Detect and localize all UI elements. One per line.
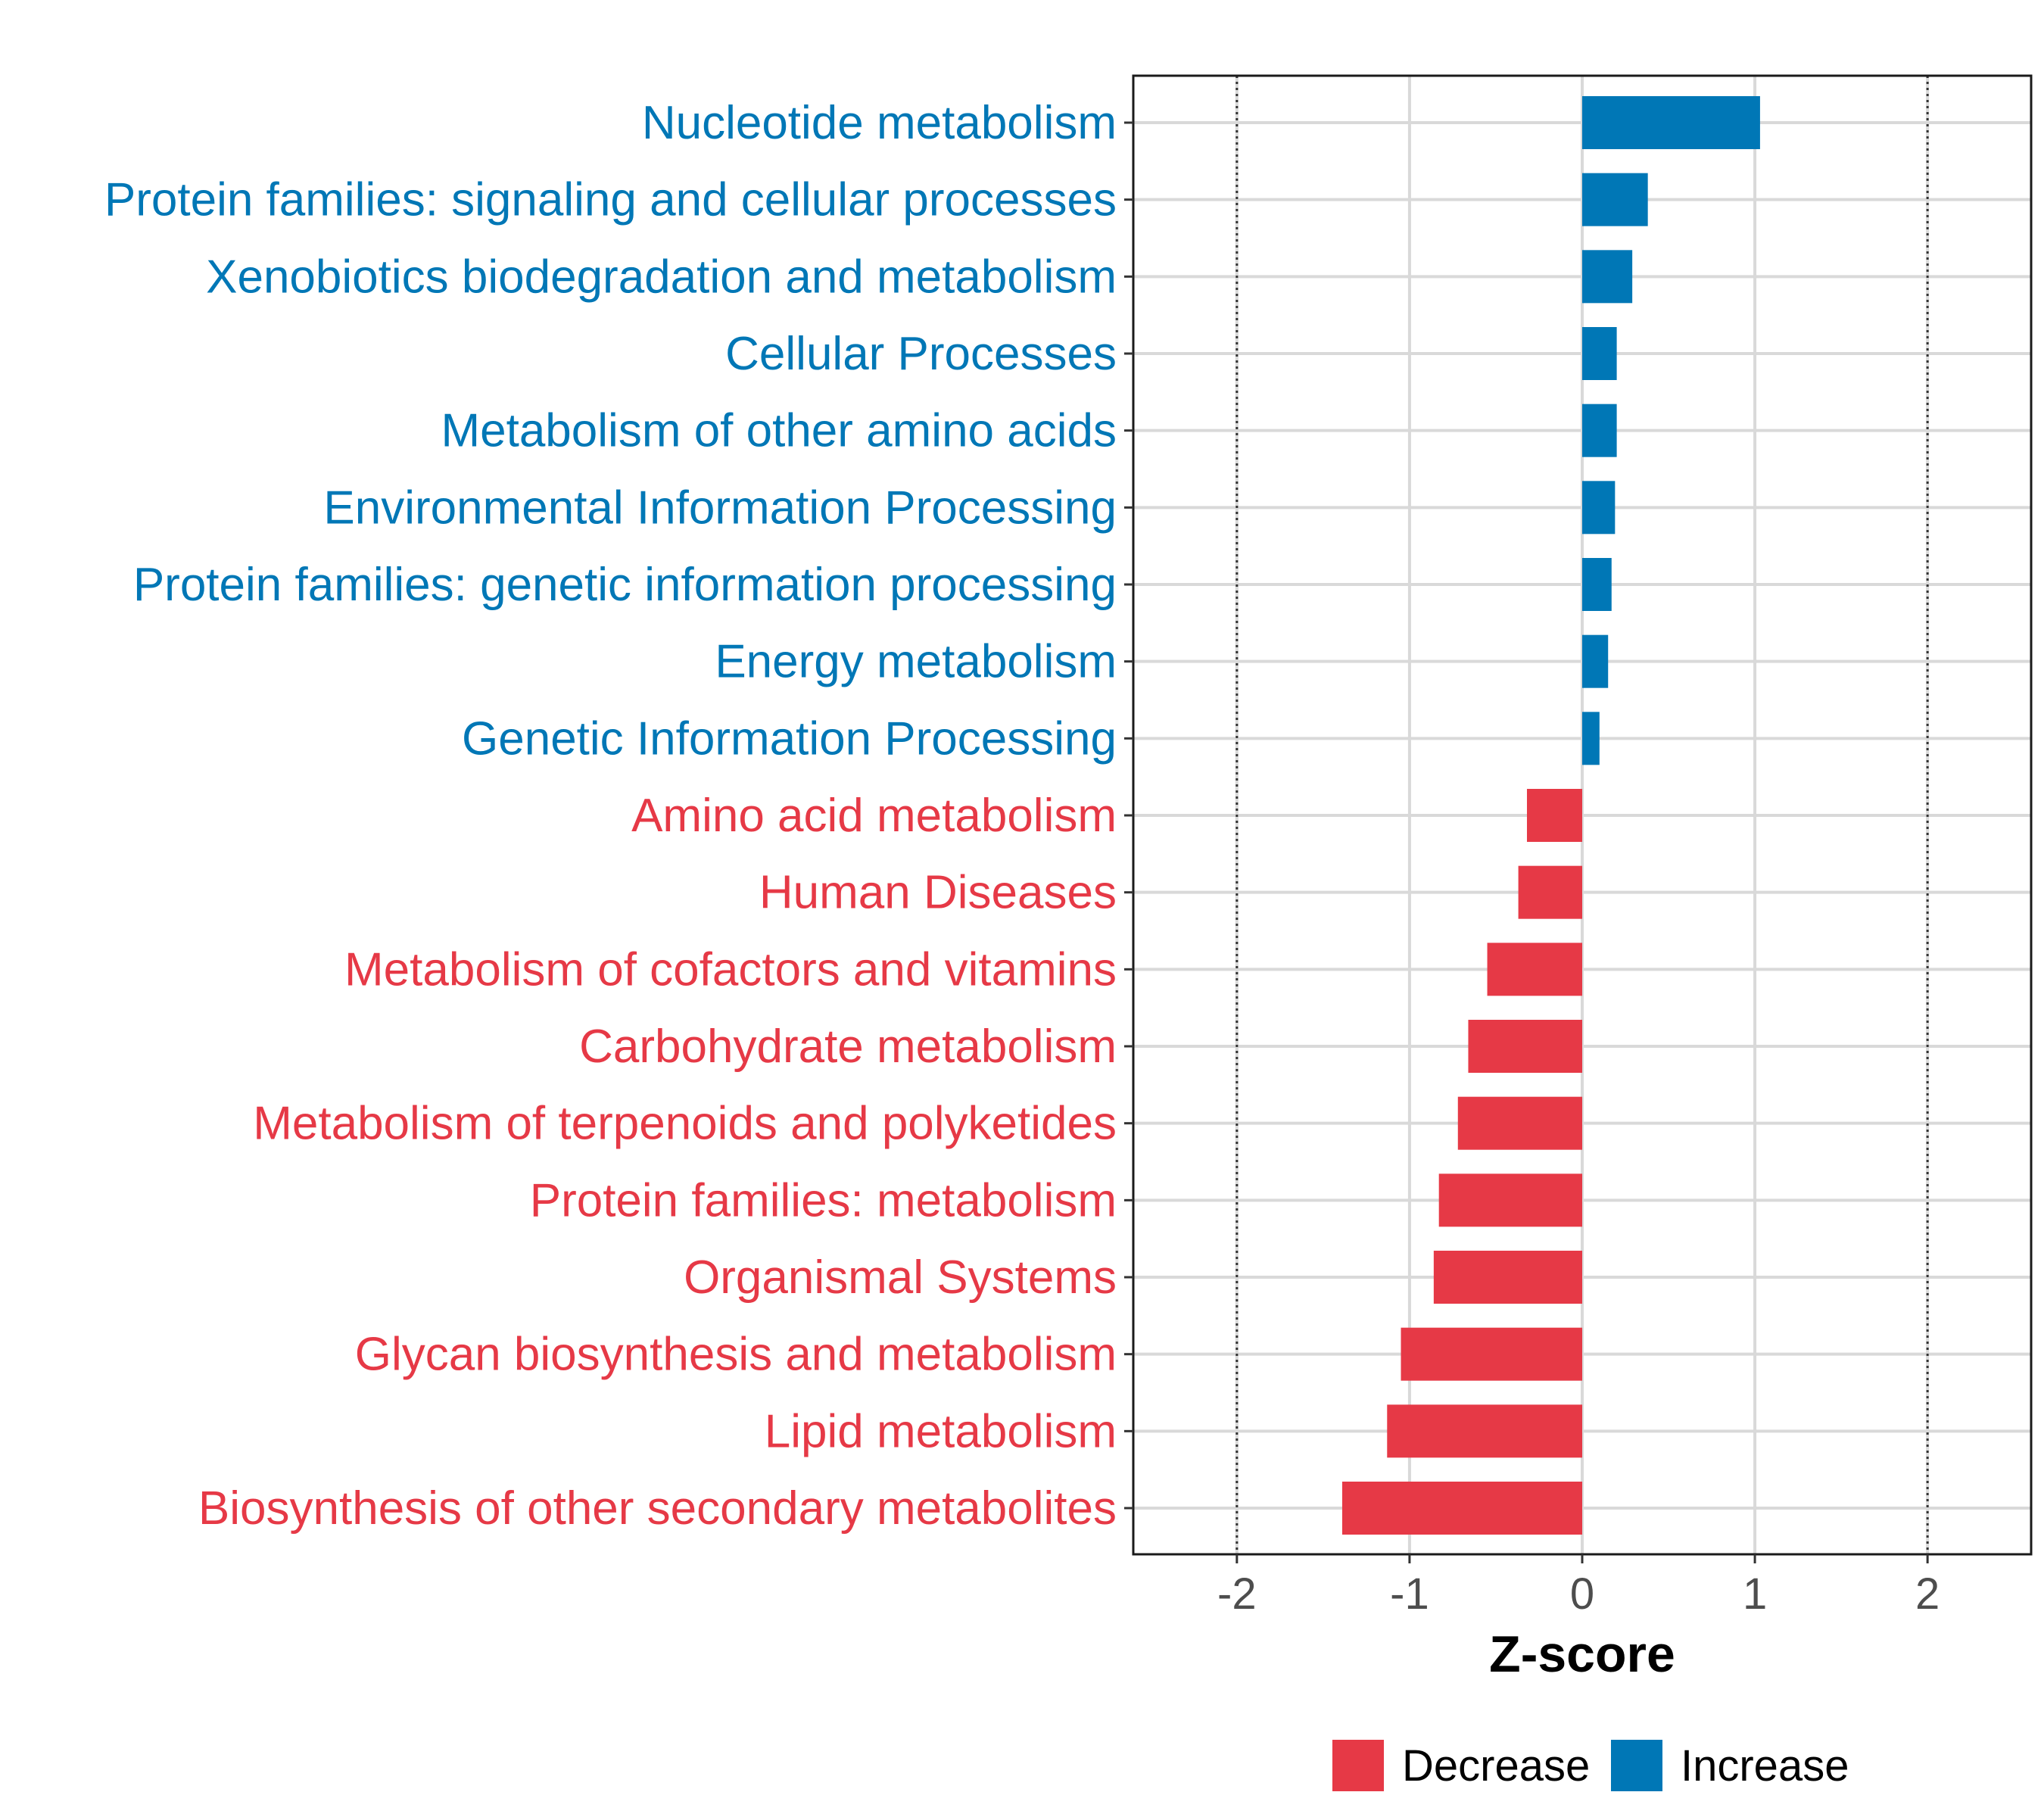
bars	[1341, 96, 1760, 1535]
bar	[1433, 1251, 1582, 1304]
bar	[1582, 634, 1609, 688]
bar	[1487, 943, 1582, 996]
category-label: Genetic Information Processing	[462, 712, 1117, 765]
bar	[1582, 404, 1617, 457]
bar	[1438, 1173, 1582, 1227]
legend-swatch-decrease	[1332, 1740, 1384, 1791]
category-label: Human Diseases	[759, 867, 1117, 919]
bar	[1341, 1482, 1582, 1535]
x-tick-label: 2	[1915, 1569, 1940, 1619]
category-label: Metabolism of other amino acids	[441, 405, 1117, 457]
x-axis-ticks: -2 -1 0 1 2	[1217, 1554, 1940, 1619]
bar	[1582, 558, 1612, 611]
category-label: Lipid metabolism	[765, 1405, 1117, 1457]
bar	[1582, 481, 1616, 535]
category-label: Protein families: signaling and cellular…	[104, 174, 1117, 226]
category-label: Biosynthesis of other secondary metaboli…	[198, 1482, 1117, 1535]
legend-label-increase: Increase	[1681, 1741, 1849, 1791]
reference-lines	[1235, 76, 1929, 1554]
category-label: Nucleotide metabolism	[642, 97, 1117, 149]
x-tick-label: -1	[1390, 1569, 1429, 1619]
bar	[1582, 327, 1617, 380]
bar	[1527, 789, 1582, 842]
category-label: Metabolism of cofactors and vitamins	[344, 943, 1117, 996]
bar	[1401, 1327, 1582, 1381]
x-axis-title: Z-score	[1489, 1625, 1675, 1683]
y-axis-ticks: Nucleotide metabolism Protein families: s…	[104, 97, 1133, 1535]
category-label: Energy metabolism	[715, 636, 1117, 688]
x-tick-label: 0	[1570, 1569, 1594, 1619]
bar	[1582, 250, 1633, 304]
category-label: Cellular Processes	[725, 328, 1117, 380]
x-tick-label: 1	[1743, 1569, 1767, 1619]
category-label: Xenobiotics biodegradation and metabolis…	[206, 251, 1117, 303]
legend: Decrease Increase	[1332, 1740, 1849, 1791]
bar	[1582, 96, 1760, 149]
category-label: Environmental Information Processing	[323, 482, 1117, 534]
category-label: Protein families: metabolism	[530, 1174, 1117, 1226]
category-label: Glycan biosynthesis and metabolism	[355, 1329, 1117, 1381]
legend-label-decrease: Decrease	[1402, 1741, 1590, 1791]
category-label: Organismal Systems	[684, 1251, 1117, 1304]
bar	[1582, 173, 1648, 226]
category-label: Carbohydrate metabolism	[579, 1021, 1117, 1073]
bar	[1518, 865, 1582, 919]
bar	[1468, 1020, 1582, 1073]
category-label: Metabolism of terpenoids and polyketides	[253, 1098, 1117, 1150]
category-label: Amino acid metabolism	[631, 790, 1117, 842]
bar	[1387, 1404, 1582, 1458]
bar	[1457, 1096, 1582, 1150]
legend-swatch-increase	[1611, 1740, 1662, 1791]
bar	[1582, 712, 1600, 765]
x-tick-label: -2	[1217, 1569, 1257, 1619]
category-label: Protein families: genetic information pr…	[133, 559, 1117, 611]
